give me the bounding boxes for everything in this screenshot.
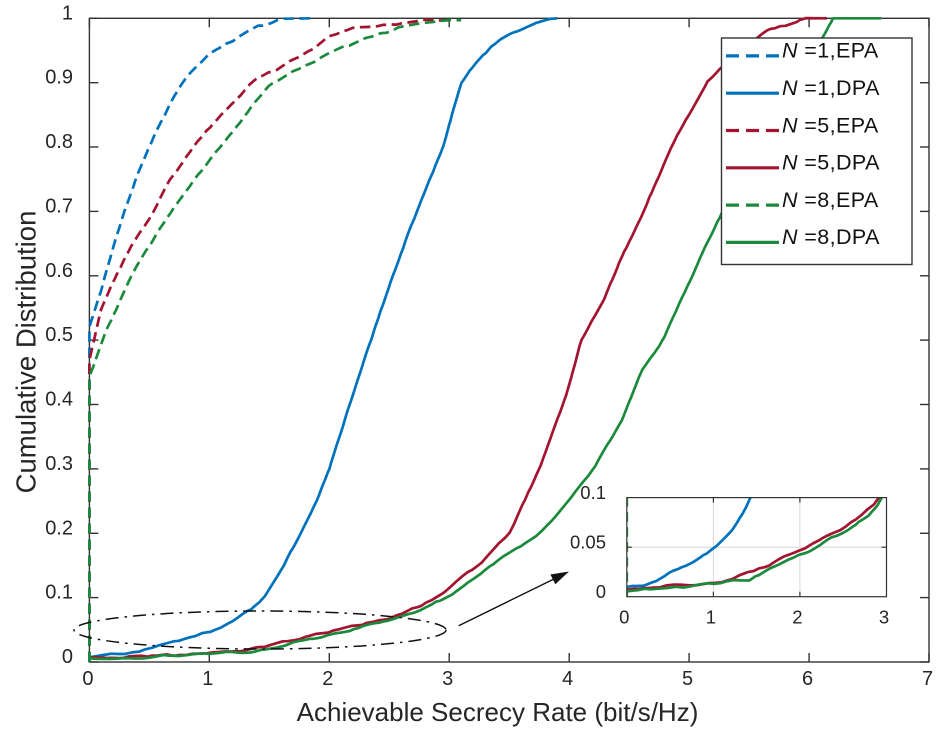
svg-text:N =1,DPA: N =1,DPA [782, 76, 880, 100]
svg-text:0: 0 [82, 668, 93, 690]
svg-text:N =5,EPA: N =5,EPA [782, 113, 879, 137]
svg-text:1: 1 [202, 668, 213, 690]
svg-text:0.9: 0.9 [45, 67, 73, 89]
svg-text:0.4: 0.4 [45, 389, 73, 411]
svg-text:0.2: 0.2 [45, 517, 73, 539]
svg-text:Achievable Secrecy Rate (bit/s: Achievable Secrecy Rate (bit/s/Hz) [297, 697, 699, 727]
svg-text:0.7: 0.7 [45, 195, 73, 217]
svg-text:Cumulative Distribution: Cumulative Distribution [11, 211, 42, 494]
svg-text:2: 2 [322, 668, 333, 690]
svg-text:5: 5 [682, 668, 693, 690]
svg-text:3: 3 [879, 606, 889, 627]
svg-text:N =5,DPA: N =5,DPA [782, 151, 880, 175]
svg-text:7: 7 [922, 668, 933, 690]
svg-text:1: 1 [706, 606, 716, 627]
svg-text:0.6: 0.6 [45, 260, 73, 282]
svg-text:3: 3 [442, 668, 453, 690]
svg-text:0.1: 0.1 [45, 582, 73, 604]
svg-text:N =1,EPA: N =1,EPA [782, 39, 879, 63]
svg-text:1: 1 [62, 2, 73, 24]
svg-text:N =8,EPA: N =8,EPA [782, 188, 879, 212]
svg-text:4: 4 [562, 668, 573, 690]
svg-text:0.1: 0.1 [580, 482, 606, 503]
svg-text:0: 0 [619, 606, 629, 627]
svg-text:0: 0 [62, 646, 73, 668]
svg-text:0.5: 0.5 [45, 324, 73, 346]
svg-text:0.8: 0.8 [45, 131, 73, 153]
svg-text:0.05: 0.05 [570, 532, 606, 553]
svg-text:6: 6 [802, 668, 813, 690]
svg-text:2: 2 [792, 606, 802, 627]
svg-text:0: 0 [596, 581, 606, 602]
svg-text:0.3: 0.3 [45, 453, 73, 475]
svg-text:N =8,DPA: N =8,DPA [782, 225, 880, 249]
